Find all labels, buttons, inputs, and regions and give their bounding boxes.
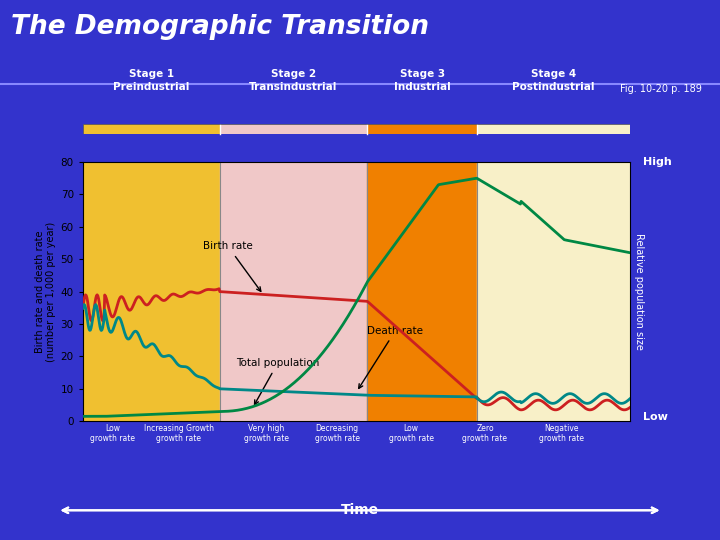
Bar (367, 162, 477, 421)
Text: Stage 3
Industrial: Stage 3 Industrial (394, 70, 451, 92)
Text: Very high
growth rate: Very high growth rate (243, 424, 289, 443)
Text: Fig. 10-20 p. 189: Fig. 10-20 p. 189 (620, 84, 702, 94)
Text: Increasing Growth
growth rate: Increasing Growth growth rate (143, 424, 214, 443)
Text: Low
growth rate: Low growth rate (389, 424, 433, 443)
Text: Negative
growth rate: Negative growth rate (539, 424, 584, 443)
Y-axis label: Birth rate and death rate
(number per 1,000 per year): Birth rate and death rate (number per 1,… (35, 221, 56, 362)
Text: High: High (643, 157, 672, 167)
Bar (477, 162, 630, 421)
Text: Stage 2
Transindustrial: Stage 2 Transindustrial (249, 70, 338, 92)
Text: The Demographic Transition: The Demographic Transition (11, 14, 429, 39)
Text: Total population: Total population (236, 358, 320, 404)
Bar (220, 162, 367, 421)
Bar (367, 124, 477, 134)
Text: Stage 4
Postindustrial: Stage 4 Postindustrial (512, 70, 595, 92)
Bar (477, 124, 630, 134)
Y-axis label: Relative population size: Relative population size (634, 233, 644, 350)
Text: Low: Low (643, 412, 668, 422)
Text: Time: Time (341, 503, 379, 517)
Text: Zero
growth rate: Zero growth rate (462, 424, 508, 443)
Text: Death rate: Death rate (359, 326, 423, 388)
Text: Decreasing
growth rate: Decreasing growth rate (315, 424, 360, 443)
Text: Low
growth rate: Low growth rate (91, 424, 135, 443)
Bar (83, 124, 220, 134)
Text: Stage 1
Preindustrial: Stage 1 Preindustrial (113, 70, 189, 92)
Bar (83, 162, 220, 421)
Text: Birth rate: Birth rate (203, 241, 261, 292)
Bar (220, 124, 367, 134)
